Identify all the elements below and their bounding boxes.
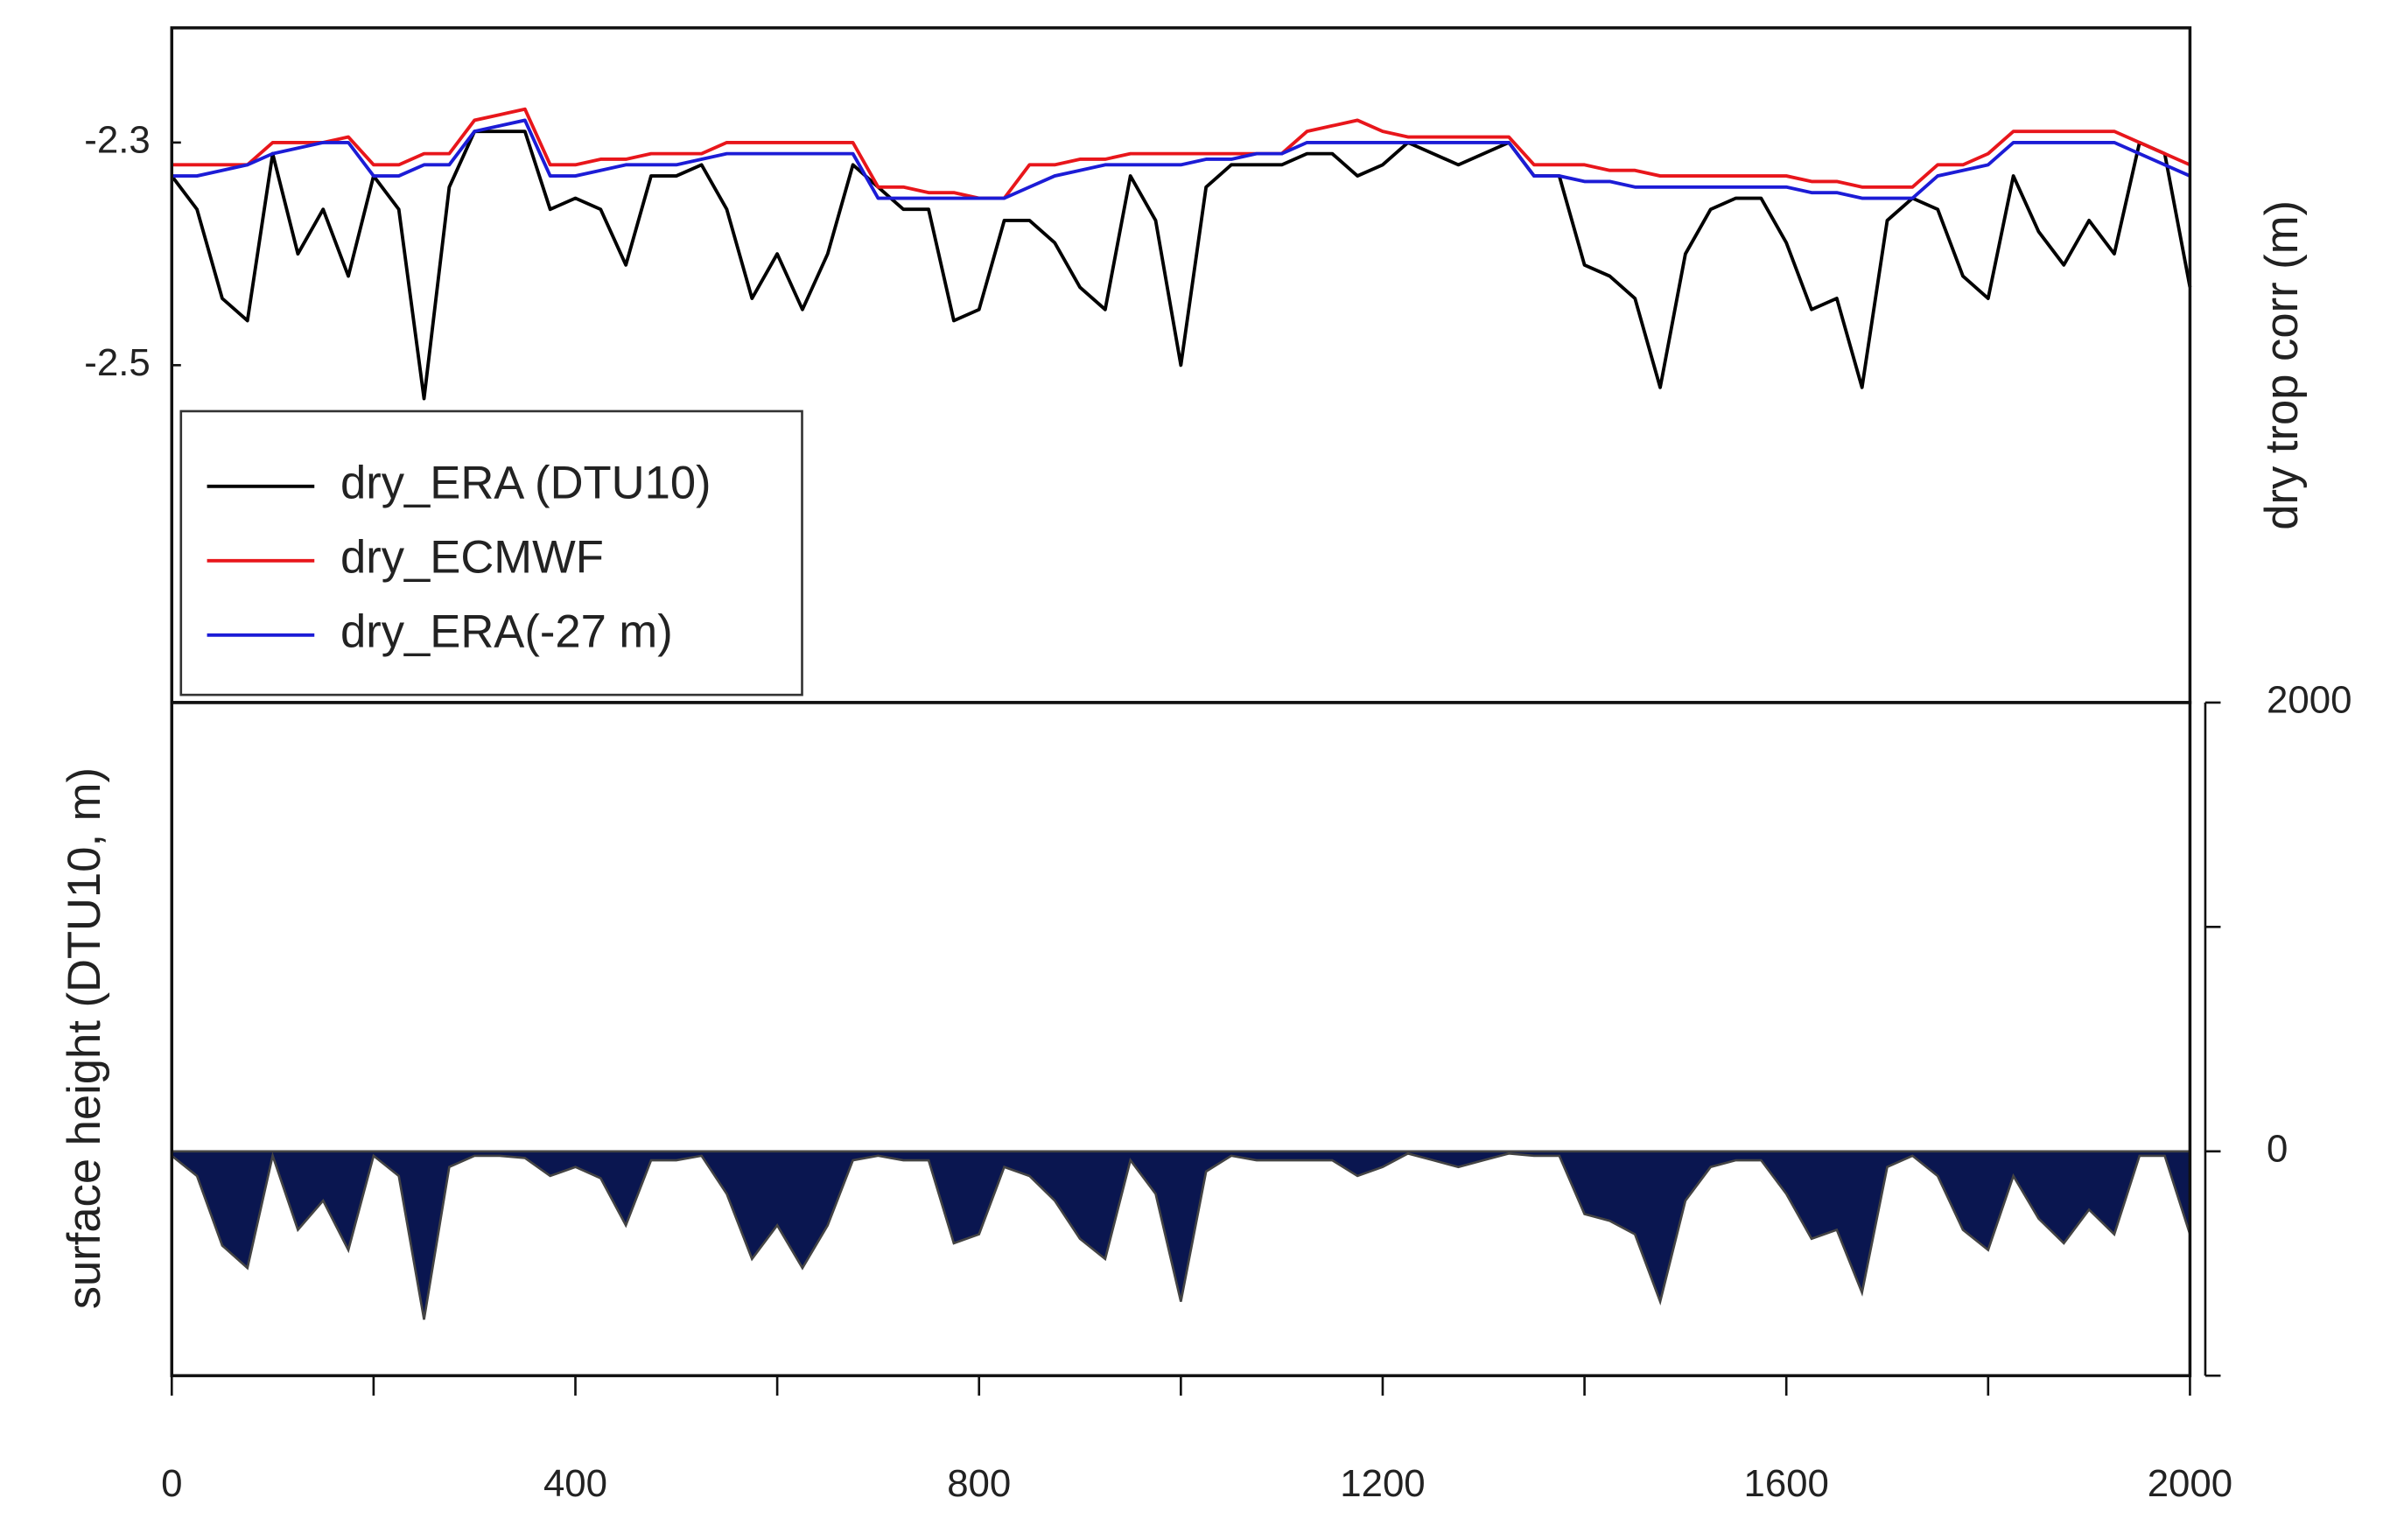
x-tick-label: 400	[543, 1462, 607, 1505]
y-tick-label: 0	[2267, 1127, 2288, 1170]
y-axis-label: surface height (DTU10, m)	[59, 767, 110, 1309]
x-tick-label: 800	[947, 1462, 1011, 1505]
legend-label: dry_ERA(-27 m)	[340, 606, 673, 658]
y-tick-label: -2.3	[84, 118, 150, 161]
x-tick-label: 1200	[1340, 1462, 1425, 1505]
series-line	[172, 107, 2191, 200]
series-line	[170, 130, 2192, 401]
y-axis-label: dry trop corr (m)	[2256, 200, 2308, 530]
legend-box	[179, 410, 803, 696]
y-tick-label: -2.5	[84, 341, 150, 384]
legend-label: dry_ECMWF	[340, 532, 604, 584]
x-tick-label: 2000	[2148, 1462, 2232, 1505]
area	[170, 1150, 2191, 1320]
y-tick-label: 2000	[2267, 678, 2351, 721]
x-tick-label: 1600	[1743, 1462, 1828, 1505]
x-tick-label: 0	[161, 1462, 182, 1505]
series-line	[172, 118, 2191, 200]
legend-label: dry_ERA (DTU10)	[340, 458, 711, 509]
